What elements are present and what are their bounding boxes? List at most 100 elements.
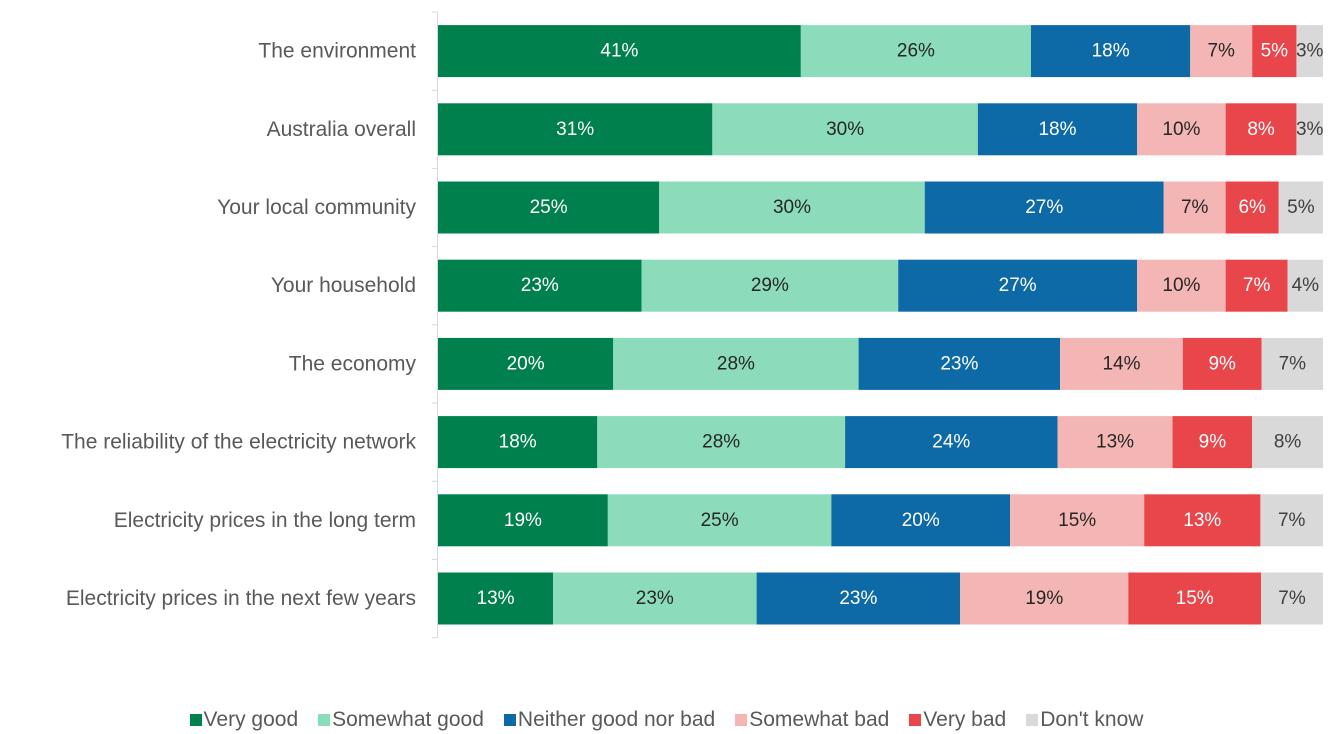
bar-segment	[924, 181, 1164, 234]
data-label: 7%	[1279, 353, 1307, 374]
data-label: 24%	[932, 432, 970, 453]
data-label: 5%	[1287, 197, 1315, 218]
data-label: 10%	[1162, 275, 1200, 296]
legend-item: Somewhat bad	[735, 708, 889, 732]
legend-item: Neither good nor bad	[503, 708, 715, 732]
data-label: 30%	[826, 119, 864, 140]
category-label: The reliability of the electricity netwo…	[61, 431, 416, 454]
data-label: 13%	[1096, 432, 1134, 453]
bar-segment	[438, 337, 614, 390]
bar-segment	[438, 103, 713, 156]
data-label: 30%	[773, 197, 811, 218]
legend-label: Somewhat bad	[749, 708, 890, 731]
category-label: Australia overall	[267, 118, 416, 141]
data-label: 4%	[1292, 275, 1320, 296]
data-label: 18%	[1038, 119, 1076, 140]
bar-segment	[1225, 259, 1288, 312]
legend-item: Don't know	[1026, 708, 1143, 732]
data-label: 18%	[1092, 41, 1130, 62]
data-label: 23%	[636, 588, 674, 609]
bar-segment	[659, 181, 925, 234]
category-label: Electricity prices in the next few years	[66, 587, 416, 610]
data-label: 19%	[504, 510, 542, 531]
legend-label: Very bad	[923, 708, 1007, 731]
legend-item: Very good	[189, 708, 299, 732]
bar-segment	[597, 416, 846, 469]
legend-swatch	[318, 714, 331, 726]
data-label: 25%	[701, 510, 739, 531]
data-label: 10%	[1162, 119, 1200, 140]
data-label: 25%	[530, 197, 568, 218]
data-label: 14%	[1102, 353, 1140, 374]
bar-segment	[800, 25, 1031, 78]
bar-segment	[1060, 337, 1183, 390]
bar-segment	[1163, 181, 1226, 234]
data-label: 13%	[477, 588, 515, 609]
bar-segment	[1287, 259, 1323, 312]
bar-segment	[1137, 259, 1226, 312]
bar-segment	[831, 494, 1011, 547]
data-label: 6%	[1238, 197, 1266, 218]
bar-segment	[1261, 572, 1323, 625]
chart-legend: Very good Somewhat good Neither good nor b…	[0, 706, 1333, 734]
data-label: 7%	[1207, 41, 1235, 62]
legend-swatch	[503, 714, 516, 726]
bar-segment	[898, 259, 1138, 312]
bar-segment	[1296, 103, 1323, 156]
bar-segment	[1010, 494, 1145, 547]
bar-segment	[1278, 181, 1323, 234]
data-label: 7%	[1278, 588, 1306, 609]
data-label: 26%	[897, 41, 935, 62]
category-label: Electricity prices in the long term	[114, 509, 416, 532]
category-label: The economy	[289, 352, 417, 375]
bar-segment	[553, 572, 757, 625]
legend-label: Very good	[203, 708, 299, 731]
bar-segment	[1144, 494, 1261, 547]
data-label: 19%	[1025, 588, 1063, 609]
data-label: 7%	[1278, 510, 1306, 531]
bar-segment	[438, 416, 598, 469]
data-label: 28%	[717, 353, 755, 374]
bar-segment	[1296, 25, 1323, 78]
category-label: Your local community	[217, 196, 416, 219]
stacked-bar-chart: The environment 41% 26% 18% 7% 5% 3% Australia …	[61, 11, 1324, 639]
data-label: 41%	[600, 41, 638, 62]
bar-segment	[438, 25, 801, 78]
bar-segment	[977, 103, 1138, 156]
bar-segment	[438, 259, 642, 312]
data-label: 3%	[1296, 119, 1324, 140]
category-label: The environment	[258, 40, 416, 63]
bar-segment	[1172, 416, 1253, 469]
bar-segment	[438, 494, 608, 547]
bar-segment	[641, 259, 899, 312]
bar-segment	[607, 494, 832, 547]
data-label: 9%	[1208, 353, 1236, 374]
bar-segment	[1128, 572, 1262, 625]
data-label: 27%	[999, 275, 1037, 296]
data-label: 23%	[521, 275, 559, 296]
bar-segment	[1030, 25, 1191, 78]
category-label: Your household	[271, 274, 416, 297]
bar-segment	[613, 337, 859, 390]
data-label: 28%	[702, 432, 740, 453]
legend-swatch	[909, 714, 922, 726]
data-label: 23%	[940, 353, 978, 374]
bar-segment	[438, 572, 554, 625]
bar-segment	[1252, 25, 1297, 78]
data-label: 27%	[1025, 197, 1063, 218]
bar-segment	[1260, 494, 1323, 547]
bar-segment	[438, 181, 660, 234]
bar-segment	[1225, 103, 1297, 156]
legend-item: Very bad	[909, 708, 1006, 732]
data-label: 29%	[751, 275, 789, 296]
legend-swatch	[1026, 714, 1039, 726]
data-label: 15%	[1176, 588, 1214, 609]
legend-label: Don't know	[1040, 708, 1144, 731]
bar-segment	[1057, 416, 1173, 469]
data-label: 18%	[499, 432, 537, 453]
bar-segment	[1261, 337, 1323, 390]
legend-swatch	[189, 714, 202, 726]
legend-swatch	[735, 714, 748, 726]
legend-label: Somewhat good	[332, 708, 484, 731]
bar-segment	[960, 572, 1129, 625]
